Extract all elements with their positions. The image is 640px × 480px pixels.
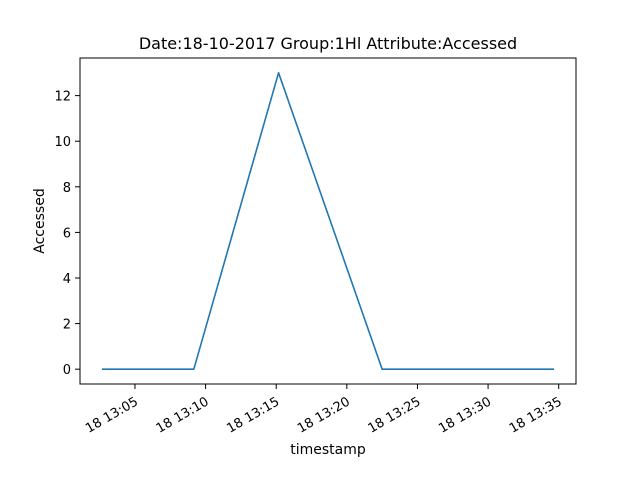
y-tick-label: 12 [54, 90, 71, 105]
y-tick-label: 4 [63, 272, 71, 287]
x-tick-label: 18 13:35 [507, 394, 565, 436]
x-tick-label: 18 13:10 [154, 394, 212, 436]
x-tick-label: 18 13:15 [224, 394, 282, 436]
y-axis-label: Accessed [32, 188, 48, 253]
chart-title: Date:18-10-2017 Group:1Hl Attribute:Acce… [139, 34, 517, 53]
y-tick-label: 6 [63, 226, 71, 241]
y-tick-label: 0 [63, 363, 71, 378]
x-tick-label: 18 13:30 [436, 394, 494, 436]
y-axis: 0 2 4 6 8 10 12 [54, 90, 80, 378]
plot-area-frame [79, 57, 577, 385]
x-tick-label: 18 13:20 [295, 394, 353, 436]
x-axis-label: timestamp [290, 442, 366, 458]
y-tick-label: 8 [63, 181, 71, 196]
x-tick-label: 18 13:25 [366, 394, 424, 436]
y-tick-label: 2 [63, 318, 71, 333]
x-axis: 18 13:05 18 13:10 18 13:15 18 13:20 18 13:25… [83, 384, 565, 437]
y-tick-label: 10 [54, 135, 71, 150]
x-tick-label: 18 13:05 [83, 394, 141, 436]
series-line-0 [102, 72, 554, 370]
series-layer [102, 72, 554, 370]
